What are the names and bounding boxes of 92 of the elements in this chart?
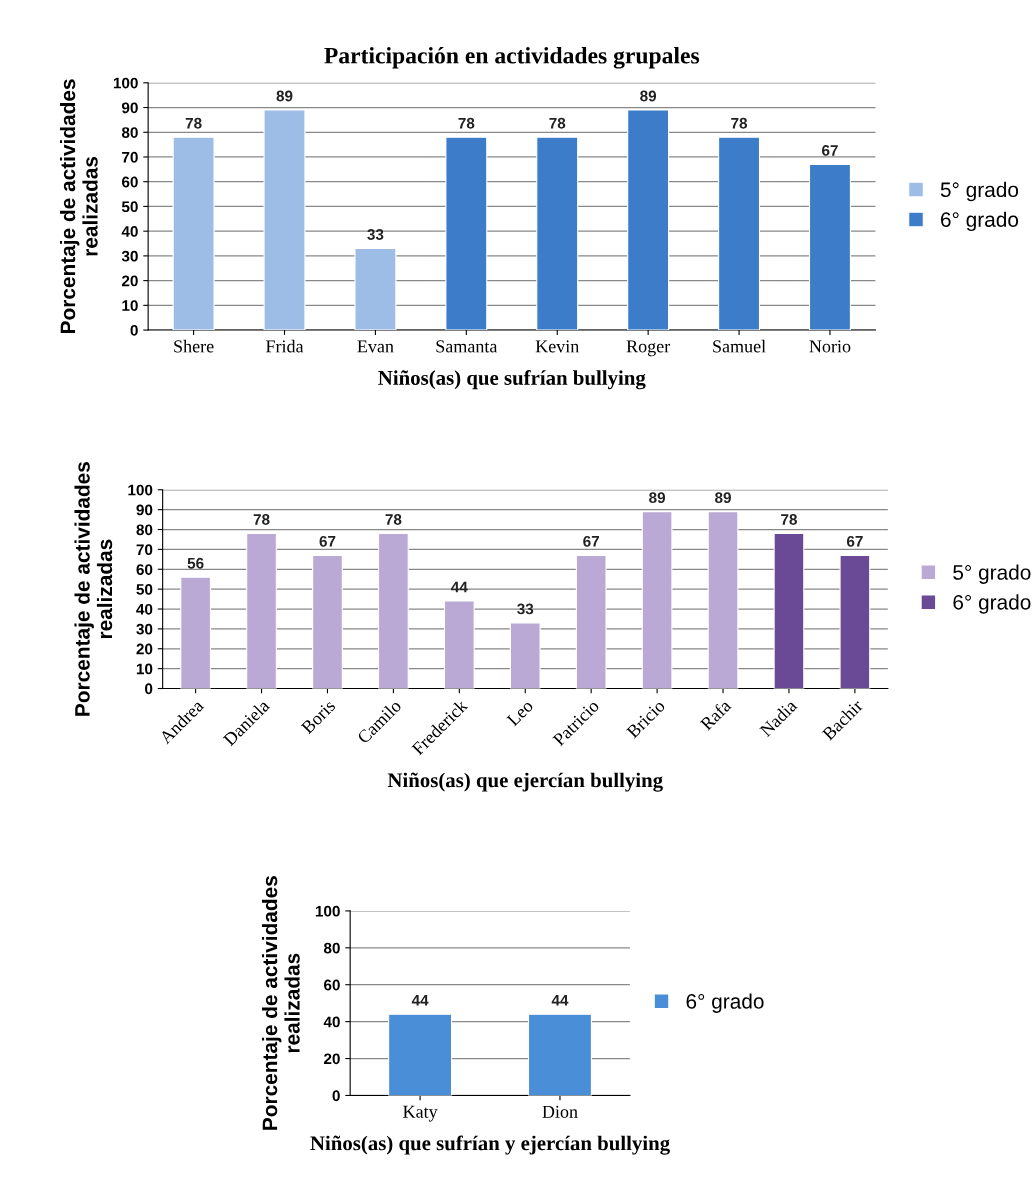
data-label: 67 (319, 535, 336, 547)
data-label: 33 (367, 229, 384, 240)
y-tick-label: 40 (136, 603, 153, 615)
legend-label: 5° grado (953, 564, 1031, 584)
y-tick-label: 50 (136, 584, 153, 595)
data-label: 78 (185, 117, 202, 129)
y-tick-label: 20 (323, 1053, 340, 1065)
y-tick-label: 80 (121, 127, 138, 138)
chart-title: Participación en actividades grupales (324, 46, 700, 69)
legend-label: 5° grado (940, 181, 1019, 202)
y-tick-label: 60 (324, 979, 340, 991)
y-tick-label: 0 (332, 1090, 340, 1102)
data-label: 33 (517, 603, 534, 615)
y-tick-label: 20 (136, 643, 153, 655)
data-label: 89 (640, 90, 657, 102)
bar (246, 532, 277, 689)
bar (536, 136, 579, 331)
y-tick-label: 40 (323, 1016, 340, 1028)
x-tick-label: Samuel (713, 339, 766, 353)
data-label: 89 (276, 90, 293, 102)
x-axis-title: Niños(as) que ejercían bullying (387, 772, 663, 792)
x-tick-label: Dion (542, 1105, 578, 1118)
x-tick-label: Norio (809, 340, 851, 353)
y-tick-label: 0 (145, 683, 153, 695)
bar (718, 136, 761, 331)
y-tick-label: 10 (136, 663, 153, 675)
data-label: 78 (731, 117, 748, 129)
legend-label: 6° grado (686, 993, 764, 1013)
bar (839, 554, 871, 689)
x-axis-title: Niños(as) que sufrían y ejercían bullying (310, 1135, 670, 1155)
y-axis-title: Porcentaje de actividades realizadas (74, 462, 113, 716)
data-label: 44 (551, 995, 569, 1006)
bar (443, 600, 475, 689)
x-tick-label: Kevin (535, 340, 580, 353)
y-tick-label: 90 (121, 102, 138, 114)
data-label: 67 (846, 535, 863, 547)
legend-label: 6° grado (941, 211, 1019, 232)
y-tick-label: 30 (121, 250, 138, 262)
data-label: 89 (649, 492, 666, 504)
data-label: 56 (187, 557, 204, 569)
bar (378, 532, 409, 689)
y-tick-label: 50 (121, 201, 138, 213)
y-axis-title: Porcentaje de actividades realizadas (261, 876, 300, 1130)
x-tick-label: Evan (357, 340, 394, 353)
x-tick-label: Shere (174, 339, 214, 353)
y-axis-title: Porcentaje de actividades realizadas (59, 79, 98, 333)
x-tick-label: Rafa (699, 698, 732, 731)
x-tick-label: Roger (626, 340, 671, 357)
y-tick-label: 40 (121, 226, 138, 237)
y-tick-label: 90 (136, 504, 153, 516)
data-label: 67 (822, 145, 838, 156)
y-tick-label: 80 (136, 524, 153, 536)
bar (172, 136, 215, 331)
bar (641, 511, 673, 689)
y-tick-label: 60 (121, 176, 138, 188)
y-tick-label: 100 (315, 905, 340, 917)
x-axis-title: Niños(as) que sufrían bullying (378, 370, 646, 390)
bar (707, 511, 739, 689)
data-label: 78 (458, 117, 475, 129)
bar (575, 554, 607, 689)
bar (445, 136, 488, 331)
x-tick-label: Frida (265, 339, 304, 353)
data-label: 78 (385, 514, 402, 525)
bar (312, 554, 343, 689)
y-tick-label: 0 (130, 324, 138, 336)
y-tick-label: 70 (136, 544, 153, 556)
bar (263, 109, 306, 331)
y-tick-label: 30 (136, 623, 153, 635)
data-label: 67 (583, 535, 600, 547)
bar (180, 576, 212, 689)
legend-label: 6° grado (953, 594, 1031, 614)
y-tick-label: 20 (121, 275, 138, 287)
y-tick-label: 100 (128, 484, 153, 496)
y-tick-label: 60 (136, 564, 153, 575)
bar (773, 532, 805, 689)
data-label: 89 (715, 492, 731, 504)
x-tick-label: Leo (506, 699, 534, 727)
x-tick-label: Katy (403, 1105, 438, 1122)
bar (808, 163, 851, 331)
data-label: 78 (549, 117, 566, 129)
bar (509, 622, 541, 689)
y-tick-label: 80 (323, 942, 340, 954)
y-tick-label: 100 (113, 77, 138, 89)
y-tick-label: 10 (122, 300, 138, 312)
data-label: 78 (781, 514, 797, 525)
x-tick-label: Samanta (436, 340, 498, 353)
data-label: 44 (451, 581, 468, 593)
data-label: 78 (253, 514, 270, 525)
data-label: 44 (411, 995, 429, 1006)
bar (354, 247, 397, 331)
y-tick-label: 70 (122, 151, 138, 163)
bar (627, 109, 670, 331)
